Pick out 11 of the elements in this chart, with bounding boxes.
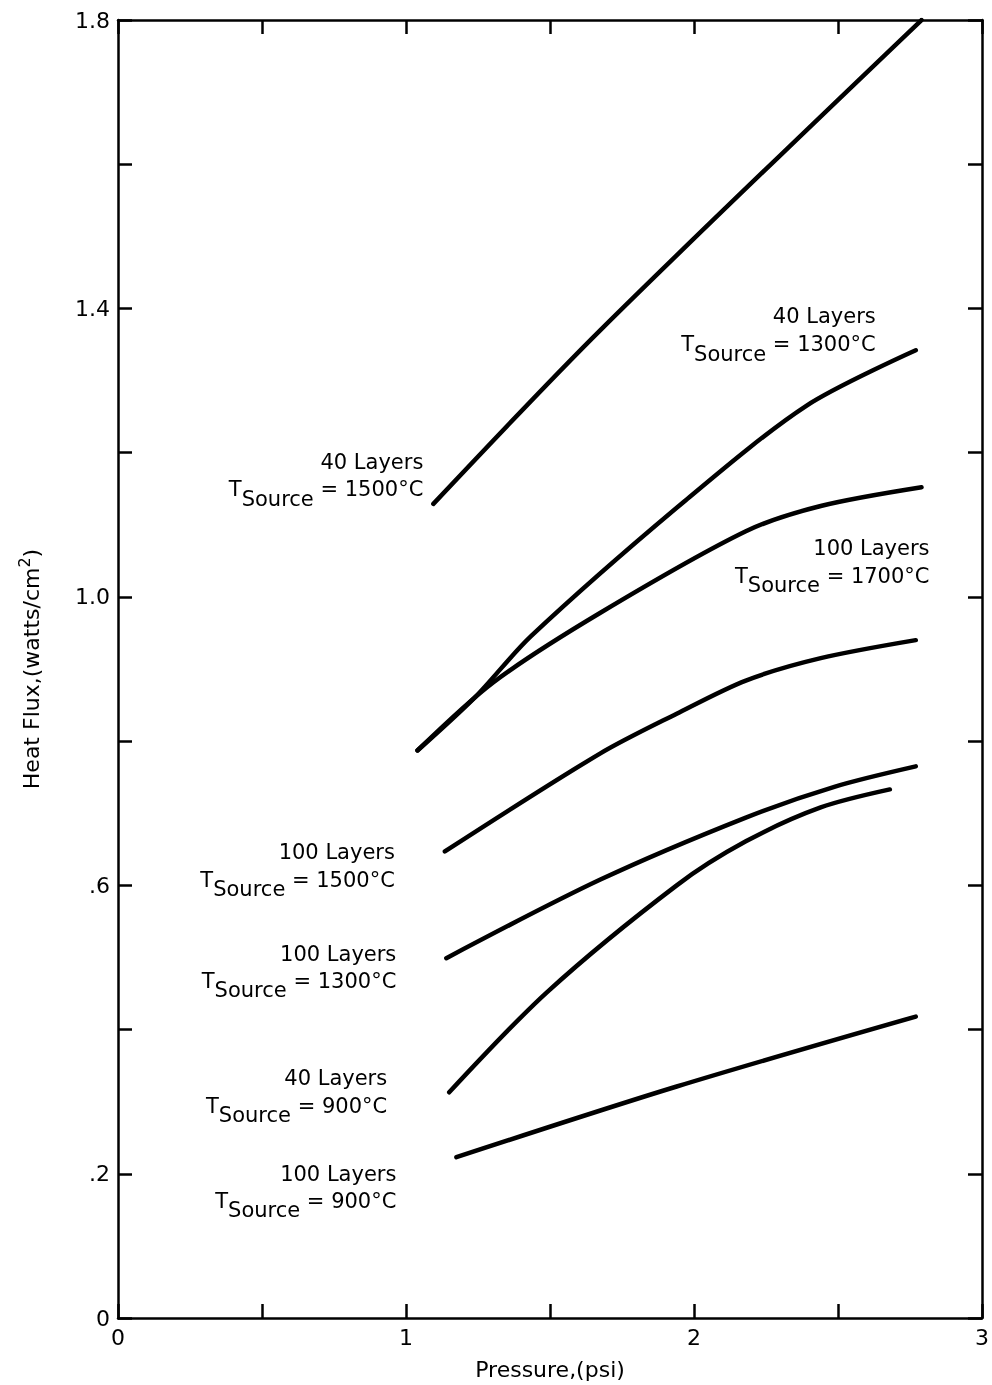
x-tick-label: 1	[399, 1324, 413, 1350]
y-tick-label: 1.8	[75, 7, 110, 33]
y-tick-label: .6	[89, 872, 110, 898]
x-tick-label: 2	[687, 1324, 701, 1350]
x-tick-label: 3	[975, 1324, 989, 1350]
y-axis-title: Heat Flux,(watts/cm2)	[14, 548, 44, 790]
y-tick-label: .2	[89, 1161, 110, 1187]
x-axis-title: Pressure,(psi)	[475, 1356, 625, 1382]
y-tick-label: 1.4	[75, 295, 110, 321]
y-tick-label: 0	[96, 1305, 110, 1331]
y-tick-label: 1.0	[75, 584, 110, 610]
